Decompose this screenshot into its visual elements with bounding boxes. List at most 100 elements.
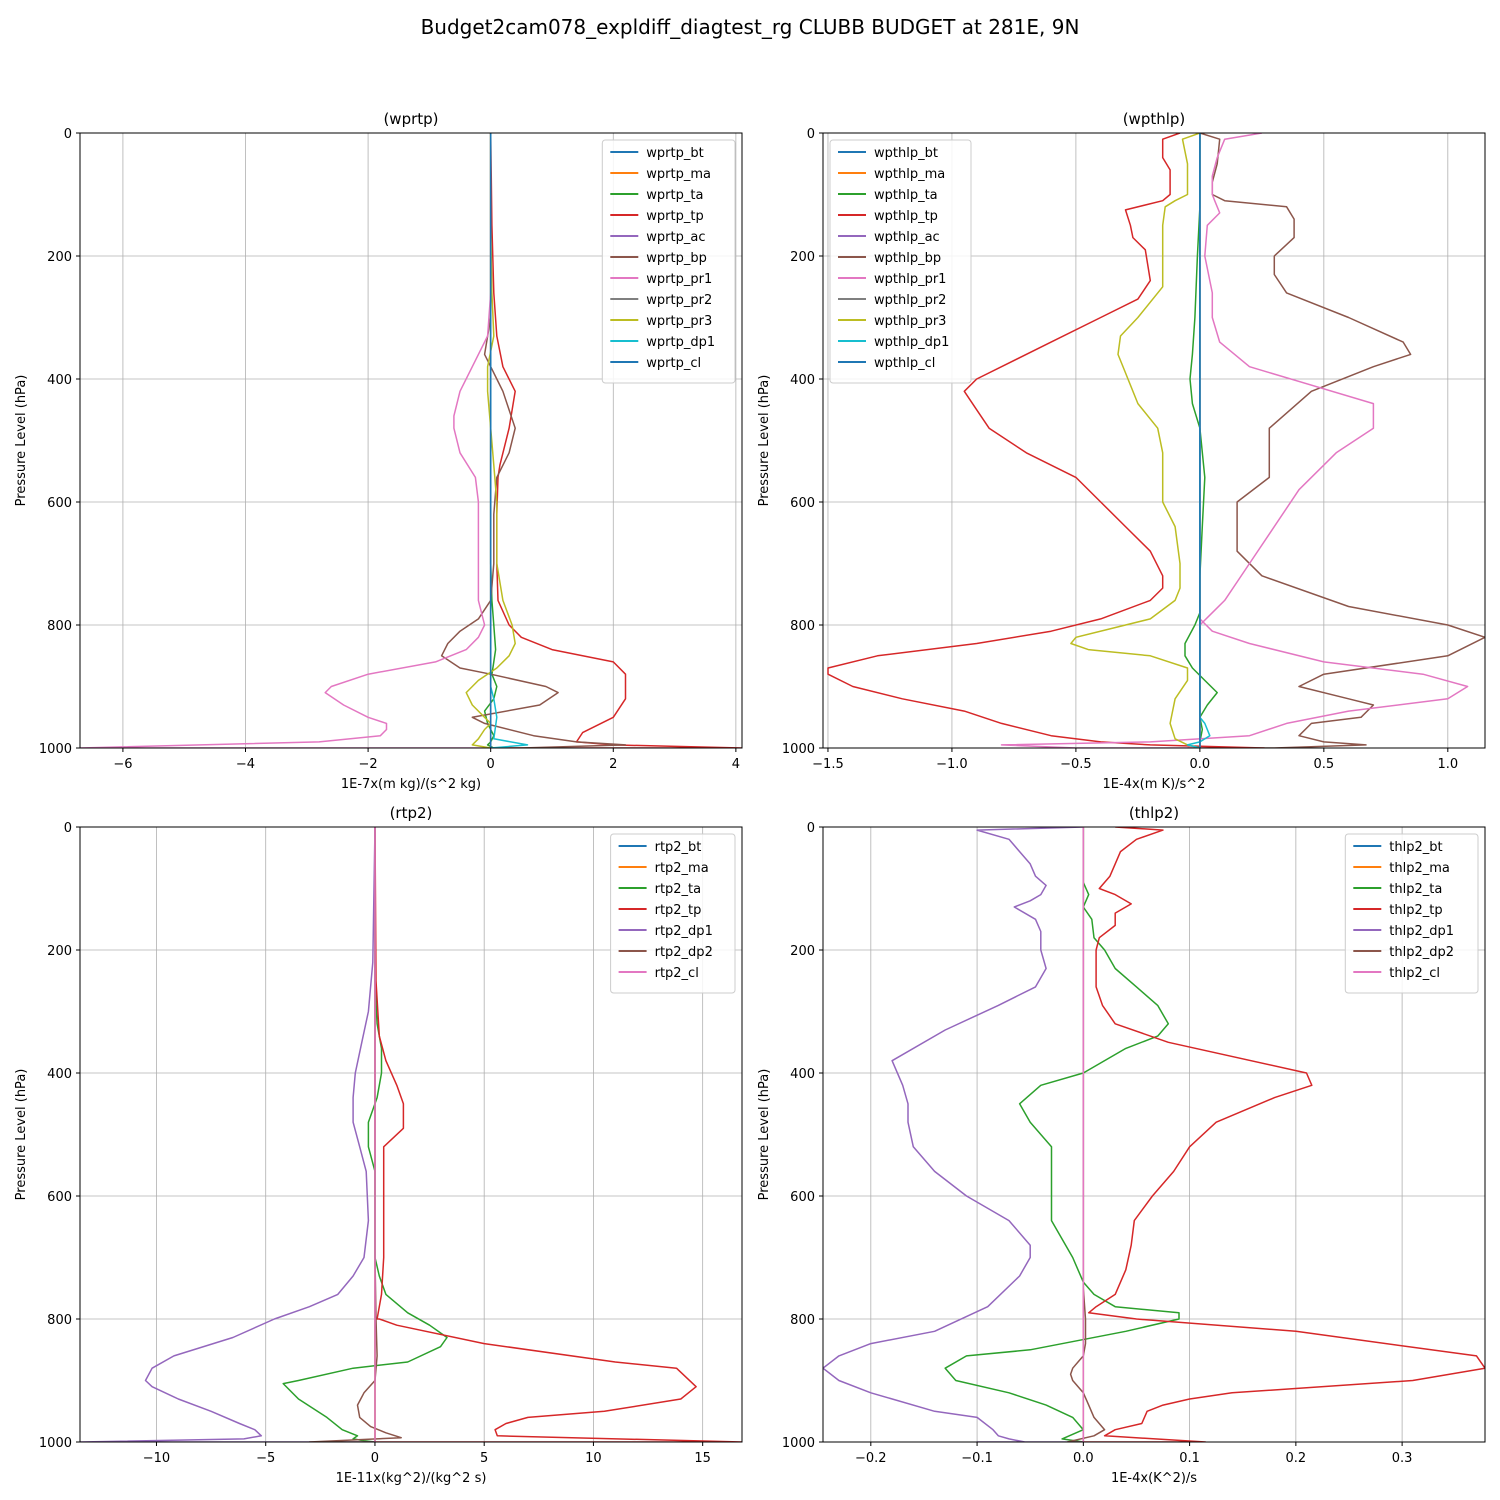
x-tick-label: 0.2 (1286, 1451, 1307, 1466)
series-line-wpthlp_pr3 (1070, 133, 1201, 748)
legend-label: wprtp_pr3 (646, 314, 712, 329)
legend: thlp2_bt thlp2_ma thlp2_ta thlp2_tp thlp2_dp… (1344, 833, 1479, 994)
legend: wpthlp_bt wpthlp_ma wpthlp_ta wpthlp_tpwpth… (829, 139, 972, 384)
series-line-wprtp_pr1 (80, 133, 492, 748)
y-tick-label: 800 (790, 619, 815, 634)
legend-label: wpthlp_dp1 (874, 335, 949, 350)
y-axis-label: Pressure Level (hPa) (757, 375, 772, 507)
panel-title: (wpthlp) (1123, 110, 1186, 128)
y-axis-label: Pressure Level (hPa) (757, 1069, 772, 1201)
legend-label: rtp2_dp1 (655, 924, 713, 939)
legend-label: rtp2_ma (655, 861, 709, 876)
x-tick-label: −0.2 (855, 1451, 887, 1466)
legend-label: wpthlp_pr3 (874, 314, 946, 329)
legend-label: wprtp_bt (646, 146, 703, 161)
legend-label: wpthlp_ta (874, 188, 938, 203)
legend-label: wprtp_ac (646, 230, 705, 245)
legend-label: wprtp_cl (646, 356, 701, 371)
legend-label: wpthlp_bp (874, 251, 941, 266)
series-line-thlp2_dp1 (823, 827, 1084, 1442)
x-tick-label: −0.5 (1060, 757, 1092, 772)
legend-label: thlp2_bt (1389, 840, 1442, 855)
legend-label: wpthlp_cl (874, 356, 935, 371)
x-tick-label: −1.0 (936, 757, 968, 772)
legend-label: wprtp_bp (646, 251, 707, 266)
panel-thlp2: −0.2 −0.1 0.0 0.1 0.2 0.3 0 200 400 600 800 1000 (th… (757, 804, 1486, 1486)
legend-box (601, 139, 736, 384)
y-tick-label: 600 (790, 1190, 815, 1205)
legend-label: wprtp_pr2 (646, 293, 712, 308)
x-tick-label: 10 (585, 1451, 602, 1466)
legend-label: wpthlp_bt (874, 146, 938, 161)
x-axis-label: 1E-11x(kg^2)/(kg^2 s) (336, 1471, 487, 1486)
x-tick-label: −0.1 (961, 1451, 993, 1466)
x-tick-label: −4 (236, 757, 255, 772)
x-tick-label: −6 (113, 757, 132, 772)
legend-label: thlp2_dp2 (1389, 945, 1454, 960)
y-tick-label: 1000 (39, 742, 72, 757)
series-line-rtp2_tp (374, 827, 742, 1442)
y-tick-label: 600 (47, 1190, 72, 1205)
y-tick-label: 400 (47, 373, 72, 388)
x-tick-label: 0.0 (1190, 757, 1211, 772)
legend-box (829, 139, 972, 384)
series-line-rtp2_ta (282, 827, 448, 1442)
y-tick-label: 200 (47, 944, 72, 959)
y-tick-label: 400 (790, 373, 815, 388)
legend-label: wpthlp_ma (874, 167, 945, 182)
series-line-thlp2_tp (1083, 827, 1485, 1442)
y-tick-label: 0 (64, 127, 72, 142)
x-tick-label: 0 (487, 757, 495, 772)
y-axis-label: Pressure Level (hPa) (14, 1069, 29, 1201)
panel-wprtp: −6 −4 −2 0 2 4 0 200 400 600 800 1000 (wprtp) 1E-7x(m… (14, 110, 743, 792)
x-tick-label: 5 (480, 1451, 488, 1466)
series-line-wpthlp_pr1 (1000, 133, 1469, 748)
y-tick-label: 1000 (782, 742, 815, 757)
y-tick-label: 600 (47, 496, 72, 511)
legend-label: wprtp_ma (646, 167, 711, 182)
x-tick-label: 0 (371, 1451, 379, 1466)
y-axis-label: Pressure Level (hPa) (14, 375, 29, 507)
legend-label: thlp2_tp (1389, 903, 1442, 918)
x-tick-label: −1.5 (812, 757, 844, 772)
legend-label: wprtp_pr1 (646, 272, 712, 287)
x-tick-label: 0.1 (1179, 1451, 1200, 1466)
legend: rtp2_bt rtp2_ma rtp2_ta rtp2_tp rtp2_dp1 rtp2… (610, 833, 736, 994)
x-tick-label: 15 (694, 1451, 711, 1466)
legend: wprtp_bt wprtp_ma wprtp_ta wprtp_tp wprtp_ac… (601, 139, 736, 384)
panel-title: (rtp2) (390, 804, 433, 822)
series-line-wpthlp_ta (1184, 133, 1218, 748)
x-axis-label: 1E-7x(m kg)/(s^2 kg) (341, 777, 481, 792)
y-tick-label: 400 (47, 1067, 72, 1082)
y-tick-label: 0 (64, 821, 72, 836)
panel-rtp2: −10 −5 0 5 10 15 0 200 400 600 800 1000 (rtp2) 1E-11x… (14, 804, 743, 1486)
series-line-wprtp_pr3 (465, 133, 516, 748)
x-axis-label: 1E-4x(K^2)/s (1111, 1471, 1197, 1486)
y-tick-label: 0 (807, 821, 815, 836)
x-tick-label: 1.0 (1437, 757, 1458, 772)
y-tick-label: 200 (790, 944, 815, 959)
panel-wpthlp: −1.5 −1.0 −0.5 0.0 0.5 1.0 0 200 400 600 800 1000 (w… (757, 110, 1486, 792)
legend-label: thlp2_ta (1389, 882, 1442, 897)
x-tick-label: −5 (256, 1451, 275, 1466)
legend-label: rtp2_cl (655, 966, 699, 981)
legend-label: rtp2_bt (655, 840, 702, 855)
series-line-wpthlp_bp (1199, 133, 1485, 748)
series-line-thlp2_dp2 (1066, 827, 1106, 1442)
legend-box (610, 833, 736, 994)
x-tick-label: 0.3 (1392, 1451, 1413, 1466)
legend-label: wprtp_dp1 (646, 335, 715, 350)
y-tick-label: 600 (790, 496, 815, 511)
legend-label: wprtp_tp (646, 209, 703, 224)
legend-label: thlp2_ma (1389, 861, 1450, 876)
y-tick-label: 400 (790, 1067, 815, 1082)
legend-label: thlp2_dp1 (1389, 924, 1454, 939)
series-line-rtp2_dp1 (80, 827, 376, 1442)
legend-label: rtp2_dp2 (655, 945, 713, 960)
x-tick-label: 0.0 (1073, 1451, 1094, 1466)
legend-label: wprtp_ta (646, 188, 703, 203)
panel-title: (thlp2) (1129, 804, 1179, 822)
series-line-wpthlp_tp (827, 133, 1266, 748)
y-tick-label: 200 (47, 250, 72, 265)
